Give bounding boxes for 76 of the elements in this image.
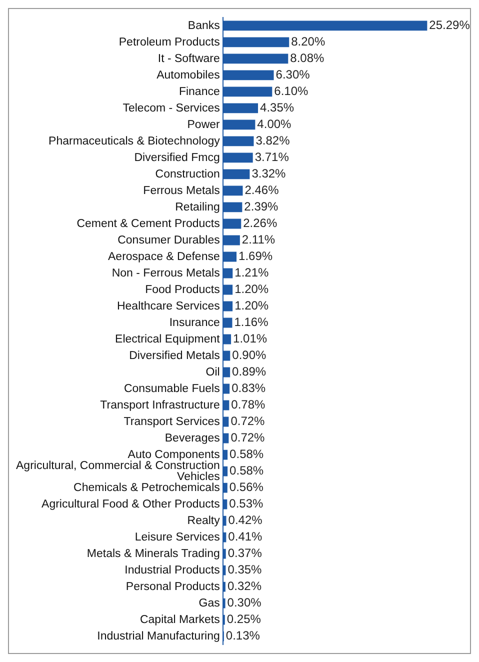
data-label: 2.11% <box>242 232 276 247</box>
y-tick-label: Aerospace & Defense <box>108 250 220 263</box>
y-tick-label: Agricultural Food & Other Products <box>42 498 220 510</box>
data-label: 0.56% <box>229 480 264 494</box>
y-tick-label: Diversified Fmcg <box>134 152 220 164</box>
y-tick-label: Realty <box>187 514 220 527</box>
y-tick-label: Ferrous Metals <box>143 184 220 197</box>
y-tick-label: Personal Products <box>126 580 220 593</box>
data-label: 0.83% <box>232 381 266 396</box>
data-label: 6.10% <box>274 84 309 98</box>
y-tick-label: Food Products <box>145 284 220 296</box>
data-label: 0.13% <box>226 628 260 643</box>
data-label: 0.89% <box>232 364 266 379</box>
y-tick-label: Electrical Equipment <box>115 333 221 346</box>
data-label: 3.82% <box>256 134 290 148</box>
y-tick-label: Diversified Metals <box>129 350 220 362</box>
data-label: 0.58% <box>230 464 264 478</box>
data-label: 3.71% <box>254 150 290 164</box>
data-label: 2.39% <box>244 200 279 214</box>
data-label: 8.20% <box>291 34 326 49</box>
data-label: 1.21% <box>234 266 270 280</box>
data-label: 6.30% <box>276 68 310 82</box>
data-label: 0.53% <box>229 496 264 511</box>
data-label: 1.01% <box>233 332 268 346</box>
y-tick-label: Transport Services <box>124 416 220 428</box>
data-label: 4.00% <box>257 117 292 132</box>
data-label: 0.42% <box>228 513 263 528</box>
data-label: 0.32% <box>227 579 262 594</box>
y-tick-label: Gas <box>198 597 220 610</box>
data-label: 0.90% <box>232 348 266 362</box>
data-label: 1.20% <box>234 282 269 296</box>
y-tick-label: Auto Components <box>128 448 220 461</box>
y-tick-label: Consumable Fuels <box>124 382 220 395</box>
y-tick-label: Consumer Durables <box>118 234 220 246</box>
data-label: 25.29% <box>429 18 470 32</box>
data-label: 1.16% <box>234 315 269 330</box>
y-tick-label: Telecom - Services <box>122 102 220 114</box>
y-tick-label: It - Software <box>158 52 220 65</box>
y-tick-label: Construction <box>155 168 220 180</box>
y-tick-label: Leisure Services <box>134 531 220 544</box>
data-label: 0.41% <box>228 530 263 544</box>
y-tick-label: Power <box>187 118 220 131</box>
data-label: 1.69% <box>238 249 273 264</box>
y-tick-label: Industrial Manufacturing <box>97 630 220 642</box>
y-tick-label: Oil <box>206 366 220 378</box>
data-label: 0.30% <box>227 596 262 610</box>
y-tick-label: Pharmaceuticals & Biotechnology <box>48 135 220 148</box>
y-tick-label: Cement & Cement Products <box>76 218 220 230</box>
data-label: 0.25% <box>226 612 262 626</box>
data-label: 3.32% <box>252 166 286 181</box>
y-tick-label: Agricultural, Commercial & Construction Vehicles <box>16 460 220 483</box>
y-tick-label: Beverages <box>164 432 220 444</box>
y-tick-label: Non - Ferrous Metals <box>112 267 220 280</box>
y-tick-label: Banks <box>188 20 220 32</box>
y-tick-label: Healthcare Services <box>116 300 220 312</box>
data-label: 2.46% <box>244 183 280 198</box>
y-tick-label: Chemicals & Petrochemicals <box>74 482 220 494</box>
data-label: 0.72% <box>230 430 266 445</box>
data-label: 0.35% <box>228 562 262 577</box>
data-label: 0.58% <box>230 447 264 462</box>
data-label: 0.78% <box>231 398 266 412</box>
data-label: 0.37% <box>228 546 262 560</box>
y-tick-label: Metals & Minerals Trading <box>86 548 220 560</box>
y-tick-label: Capital Markets <box>140 614 220 626</box>
y-tick-label: Transport Infrastructure <box>100 399 220 412</box>
y-tick-label: Finance <box>178 86 220 98</box>
y-tick-label: Industrial Products <box>124 564 220 576</box>
data-label: 4.35% <box>260 100 294 115</box>
data-label: 0.72% <box>230 414 266 428</box>
y-tick-label: Automobiles <box>156 69 220 82</box>
y-tick-label: Petroleum Products <box>118 36 220 48</box>
data-label: 2.26% <box>243 216 278 230</box>
y-tick-label: Insurance <box>169 316 220 329</box>
data-label: 8.08% <box>290 51 325 66</box>
data-label: 1.20% <box>234 298 269 313</box>
y-tick-label: Retailing <box>175 201 220 214</box>
